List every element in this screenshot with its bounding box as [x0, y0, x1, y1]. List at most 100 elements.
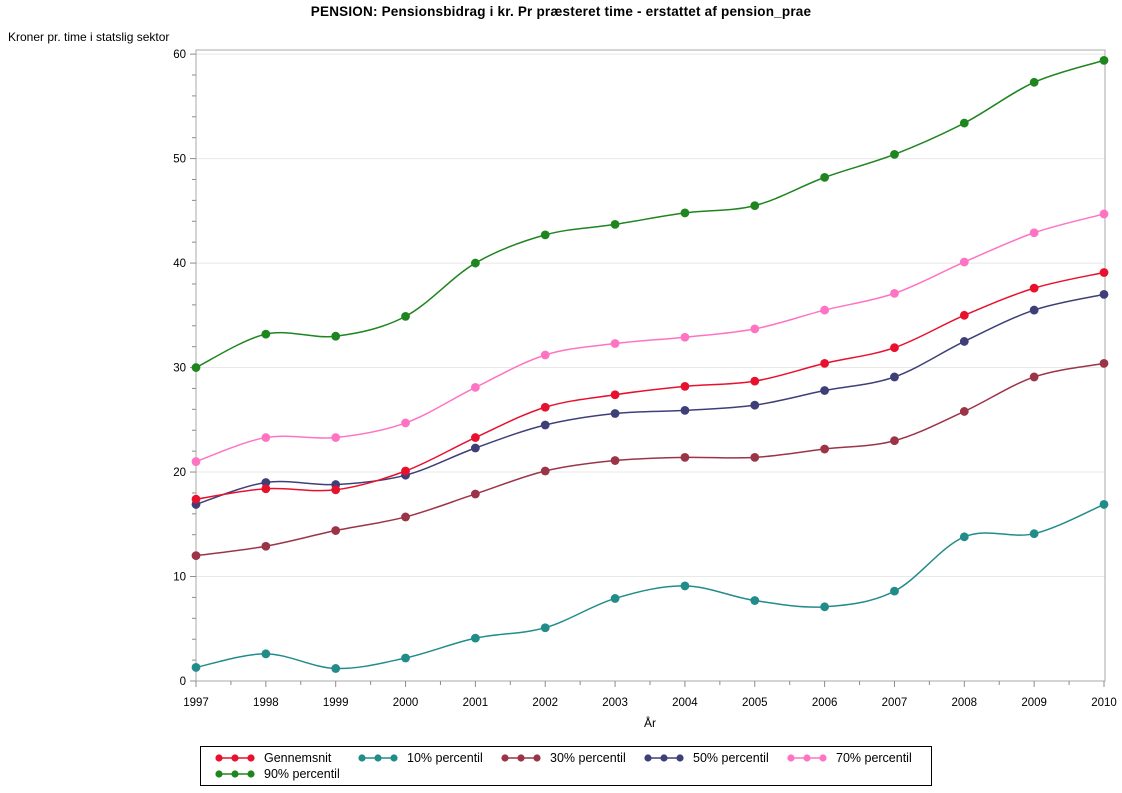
legend-item-30-percentil: 30% percentil [499, 750, 642, 766]
data-point-gennemsnit [610, 390, 620, 400]
y-tick-label: 10 [173, 572, 186, 584]
data-point-50-percentil [540, 420, 550, 430]
series-70-percentil [191, 209, 1109, 466]
data-point-10-percentil [331, 664, 341, 673]
data-point-10-percentil [1029, 529, 1039, 539]
x-tick-label: 2003 [602, 697, 628, 709]
data-point-50-percentil [470, 443, 480, 453]
legend-label: 70% percentil [836, 751, 912, 765]
data-point-gennemsnit [401, 466, 410, 476]
data-point-gennemsnit [750, 376, 760, 386]
data-point-gennemsnit [680, 381, 690, 391]
data-point-gennemsnit [820, 358, 830, 368]
legend-item-90-percentil: 90% percentil [213, 766, 356, 782]
data-point-gennemsnit [331, 485, 341, 495]
x-tick-label: 2001 [463, 697, 489, 709]
data-point-70-percentil [261, 433, 271, 442]
x-tick-label: 1997 [183, 697, 209, 709]
data-point-30-percentil [540, 466, 550, 476]
data-point-50-percentil [1029, 305, 1039, 315]
data-point-90-percentil [470, 258, 480, 268]
data-point-10-percentil [1099, 500, 1109, 509]
x-tick-label: 2005 [742, 697, 768, 709]
data-point-70-percentil [1029, 228, 1039, 238]
data-point-50-percentil [890, 372, 899, 382]
data-point-90-percentil [890, 150, 899, 159]
data-point-30-percentil [750, 453, 760, 462]
data-point-30-percentil [890, 436, 899, 446]
data-point-50-percentil [750, 400, 760, 410]
series-gennemsnit [191, 268, 1109, 504]
data-point-90-percentil [820, 172, 830, 182]
data-point-50-percentil [1099, 290, 1109, 299]
series-line-10-percentil [195, 503, 1105, 670]
data-point-70-percentil [750, 324, 760, 334]
data-point-90-percentil [610, 220, 620, 229]
data-point-10-percentil [540, 623, 550, 633]
series-line-gennemsnit [195, 271, 1105, 500]
legend-marker-70-percentil [787, 754, 827, 762]
x-tick-label: 2009 [1021, 697, 1047, 709]
legend-marker-90-percentil [215, 770, 255, 778]
legend-label: 30% percentil [550, 751, 626, 765]
legend-item-10-percentil: 10% percentil [356, 750, 499, 766]
data-point-gennemsnit [1029, 283, 1039, 293]
y-axis-label: Kroner pr. time i statslig sektor [8, 30, 170, 44]
x-tick-label: 2002 [532, 697, 558, 709]
series-line-50-percentil [195, 293, 1105, 506]
data-point-90-percentil [401, 311, 410, 321]
legend-label: 50% percentil [693, 751, 769, 765]
legend-marker-30-percentil [501, 754, 541, 762]
data-point-30-percentil [1099, 358, 1109, 368]
data-point-70-percentil [959, 257, 969, 267]
data-point-30-percentil [470, 489, 480, 499]
data-point-70-percentil [540, 350, 550, 360]
data-point-90-percentil [540, 230, 550, 240]
y-tick-label: 40 [173, 258, 186, 270]
data-point-70-percentil [820, 305, 830, 315]
series-line-30-percentil [195, 362, 1105, 557]
x-axis-label: År [644, 716, 656, 730]
x-tick-label: 1998 [253, 697, 279, 709]
x-tick-label: 2004 [672, 697, 698, 709]
data-point-90-percentil [1029, 77, 1039, 87]
series-10-percentil [191, 500, 1109, 673]
data-point-10-percentil [261, 649, 271, 659]
data-point-90-percentil [680, 208, 690, 218]
data-point-10-percentil [191, 663, 201, 672]
data-point-50-percentil [610, 409, 620, 418]
y-tick-label: 60 [173, 49, 186, 61]
data-point-10-percentil [959, 532, 969, 542]
series-50-percentil [191, 290, 1109, 509]
data-point-70-percentil [331, 433, 341, 442]
data-point-70-percentil [401, 418, 410, 428]
data-point-50-percentil [820, 386, 830, 395]
y-tick-label: 50 [173, 154, 186, 166]
series-30-percentil [191, 358, 1109, 561]
legend-marker-10-percentil [358, 754, 398, 762]
y-tick-label: 20 [173, 467, 186, 479]
data-point-gennemsnit [540, 402, 550, 412]
legend-item-gennemsnit: Gennemsnit [213, 750, 356, 766]
data-point-gennemsnit [261, 484, 271, 494]
data-point-90-percentil [331, 331, 341, 341]
data-point-90-percentil [191, 363, 201, 372]
series-line-90-percentil [195, 59, 1105, 369]
y-tick-label: 30 [173, 363, 186, 375]
data-point-50-percentil [261, 478, 271, 487]
data-point-70-percentil [890, 288, 899, 298]
data-point-30-percentil [680, 453, 690, 462]
data-point-70-percentil [470, 383, 480, 392]
legend-label: 90% percentil [264, 767, 340, 781]
legend-label: 10% percentil [407, 751, 483, 765]
x-tick-label: 2000 [393, 697, 419, 709]
data-point-10-percentil [470, 633, 480, 643]
legend-marker-50-percentil [644, 754, 684, 762]
series-90-percentil [191, 55, 1109, 372]
data-point-30-percentil [401, 512, 410, 522]
data-point-gennemsnit [470, 433, 480, 442]
series-line-70-percentil [195, 213, 1105, 463]
data-point-10-percentil [750, 596, 760, 605]
data-point-70-percentil [610, 339, 620, 348]
